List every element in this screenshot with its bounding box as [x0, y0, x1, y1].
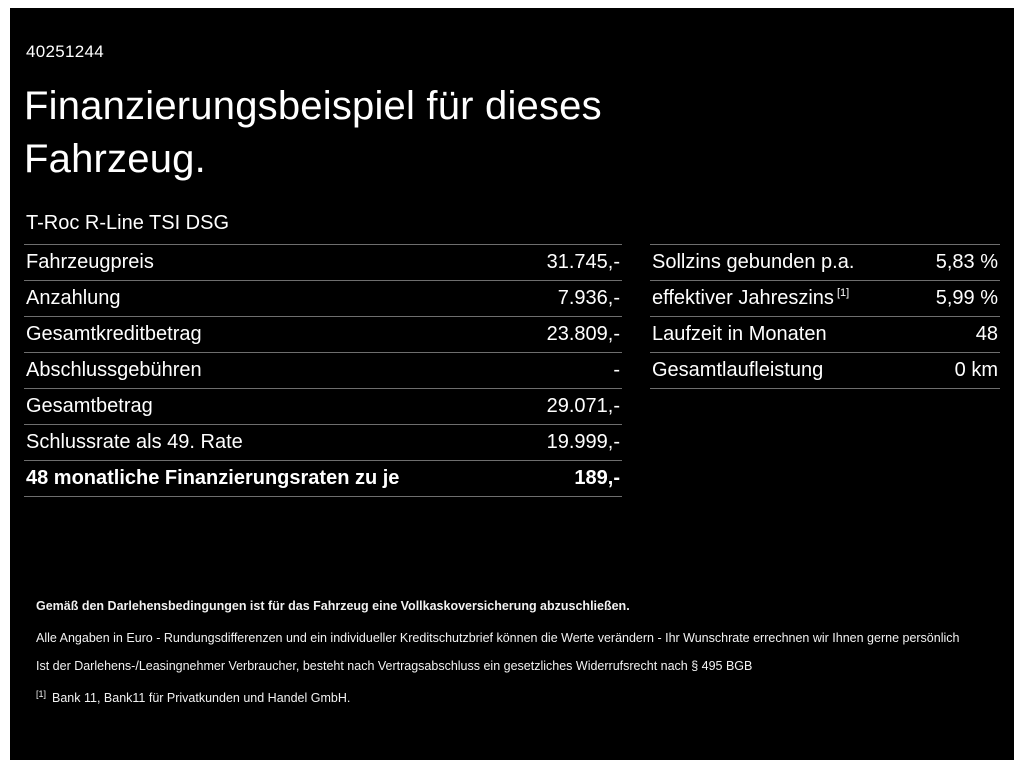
row-label: Schlussrate als 49. Rate	[26, 430, 243, 453]
table-row: Anzahlung 7.936,-	[24, 281, 622, 317]
financing-table: Fahrzeugpreis 31.745,- Anzahlung 7.936,-…	[24, 243, 622, 497]
row-value: 31.745,-	[546, 250, 620, 273]
footnote-text: Bank 11, Bank11 für Privatkunden und Han…	[52, 691, 351, 706]
table-row: Gesamtkreditbetrag 23.809,-	[24, 317, 622, 353]
table-row: Sollzins gebunden p.a. 5,83 %	[650, 245, 1000, 281]
row-value: 23.809,-	[546, 322, 620, 345]
page-title: Finanzierungsbeispiel für dieses Fahrzeu…	[24, 84, 602, 181]
row-label: 48 monatliche Finanzierungsraten zu je	[26, 466, 400, 489]
legal-footer: Gemäß den Darlehensbedingungen ist für d…	[36, 600, 988, 705]
table-row: Fahrzeugpreis 31.745,-	[24, 245, 622, 281]
conditions-table: Sollzins gebunden p.a. 5,83 % effektiver…	[650, 243, 1000, 389]
row-value: 29.071,-	[546, 394, 620, 417]
disclaimer-line: Ist der Darlehens-/Leasingnehmer Verbrau…	[36, 658, 753, 673]
row-label: Sollzins gebunden p.a.	[652, 250, 855, 273]
disclaimer-line: Alle Angaben in Euro - Rundungsdifferenz…	[36, 630, 960, 645]
vehicle-model: T-Roc R-Line TSI DSG	[26, 211, 230, 234]
row-value: 19.999,-	[546, 430, 620, 453]
footnote-ref: [1]	[836, 286, 850, 299]
row-value: 5,99 %	[935, 286, 998, 309]
row-value: 5,83 %	[935, 250, 998, 273]
table-row: Gesamtlaufleistung 0 km	[650, 353, 1000, 389]
financing-example-page: 40251244 Finanzierungsbeispiel für diese…	[10, 8, 1014, 760]
row-label: Gesamtlaufleistung	[652, 358, 824, 381]
footnote-marker: [1]	[36, 689, 47, 700]
reference-number: 40251244	[26, 42, 105, 61]
row-label: Fahrzeugpreis	[26, 250, 154, 273]
table-row: Schlussrate als 49. Rate 19.999,-	[24, 425, 622, 461]
table-row: Gesamtbetrag 29.071,-	[24, 389, 622, 425]
insurance-note: Gemäß den Darlehensbedingungen ist für d…	[36, 599, 630, 613]
row-label: Laufzeit in Monaten	[652, 322, 827, 345]
table-row: Laufzeit in Monaten 48	[650, 317, 1000, 353]
footnote: [1] Bank 11, Bank11 für Privatkunden und …	[36, 690, 988, 705]
table-row: Abschlussgebühren -	[24, 353, 622, 389]
row-value: 48	[975, 322, 998, 345]
table-row: effektiver Jahreszins [1] 5,99 %	[650, 281, 1000, 317]
row-label: Anzahlung	[26, 286, 121, 309]
table-row-monthly-rate: 48 monatliche Finanzierungsraten zu je 1…	[24, 461, 622, 497]
financing-tables: Fahrzeugpreis 31.745,- Anzahlung 7.936,-…	[24, 243, 1000, 497]
row-label: effektiver Jahreszins [1]	[652, 286, 850, 309]
row-value: -	[613, 358, 620, 381]
row-value: 7.936,-	[557, 286, 620, 309]
row-label: Gesamtkreditbetrag	[26, 322, 202, 345]
row-value: 189,-	[574, 466, 620, 489]
row-label: Abschlussgebühren	[26, 358, 202, 381]
row-label: Gesamtbetrag	[26, 394, 153, 417]
row-value: 0 km	[954, 358, 998, 381]
